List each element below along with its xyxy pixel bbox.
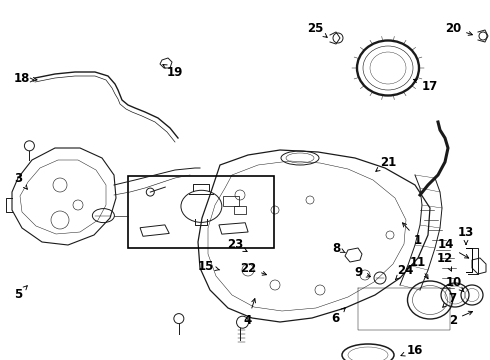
Text: 24: 24 [395,264,413,279]
Bar [223,196,239,206]
Text: 1: 1 [402,223,422,247]
Text: 5: 5 [14,286,27,302]
Text: 14: 14 [438,238,469,258]
Text: 25: 25 [307,22,327,37]
Text: 16: 16 [401,343,423,356]
Bar [234,206,245,214]
Text: 7: 7 [442,292,456,307]
Text: 17: 17 [414,79,438,93]
Text: 11: 11 [410,256,428,279]
Text: 13: 13 [458,225,474,244]
Text: 19: 19 [163,64,183,78]
Text: 22: 22 [240,261,267,275]
Text: 8: 8 [332,242,345,255]
Text: 6: 6 [331,308,345,324]
Text: 9: 9 [354,266,370,279]
Text: 3: 3 [14,171,27,189]
Bar [128,176,274,248]
Text: 21: 21 [376,156,396,171]
Text: 10: 10 [446,275,464,292]
Text: 20: 20 [445,22,472,35]
Text: 2: 2 [449,311,472,327]
Text: 15: 15 [198,260,220,273]
Text: 12: 12 [437,252,453,271]
Text: 23: 23 [227,238,247,252]
Text: 4: 4 [244,298,255,327]
Text: 18: 18 [14,72,37,85]
